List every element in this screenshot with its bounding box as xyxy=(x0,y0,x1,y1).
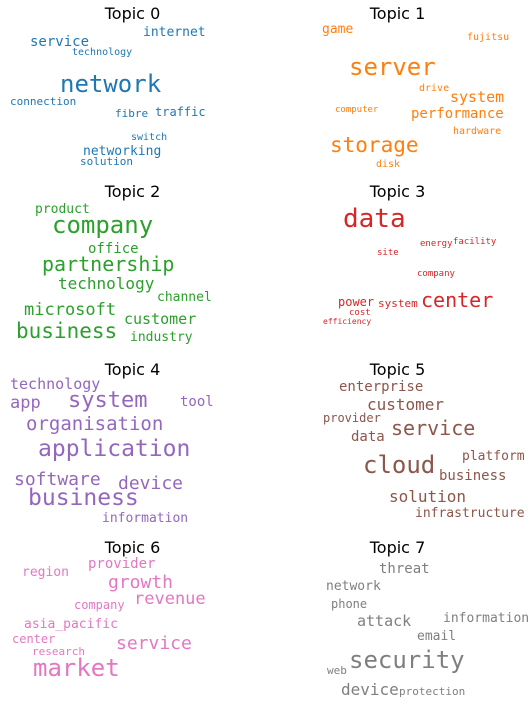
word-tool: tool xyxy=(180,394,214,410)
word-device: device xyxy=(118,473,184,494)
word-application: application xyxy=(38,436,191,462)
word-system: system xyxy=(450,88,505,106)
word-service: service xyxy=(391,416,476,440)
wordcloud-panel-5: Topic 5 cloud service customer solution enter… xyxy=(265,356,530,534)
word-customer: customer xyxy=(367,395,445,414)
wordcloud-panel-1: Topic 1 server storage system performance gam… xyxy=(265,0,530,178)
word-information: information xyxy=(102,511,189,526)
wordcloud-panel-7: Topic 7 security device attack threat informa… xyxy=(265,534,530,712)
word-app: app xyxy=(10,393,41,413)
word-industry: industry xyxy=(130,330,193,345)
word-infrastructure: infrastructure xyxy=(415,506,525,521)
wordcloud-title: Topic 3 xyxy=(369,182,426,201)
word-microsoft: microsoft xyxy=(24,300,117,320)
word-office: office xyxy=(88,241,139,257)
word-service: service xyxy=(116,633,192,654)
word-fibre: fibre xyxy=(115,107,149,120)
word-product: product xyxy=(35,202,90,217)
word-revenue: revenue xyxy=(134,589,206,609)
word-energy: energy xyxy=(420,239,453,249)
wordcloud-title: Topic 1 xyxy=(369,4,426,23)
wordcloud-title: Topic 0 xyxy=(104,4,161,23)
wordcloud-panel-4: Topic 4 business application system software… xyxy=(0,356,265,534)
word-growth: growth xyxy=(108,572,174,593)
word-email: email xyxy=(417,629,457,644)
word-switch: switch xyxy=(131,132,168,143)
word-facility: facility xyxy=(453,237,497,247)
word-channel: channel xyxy=(157,290,212,305)
word-company: company xyxy=(417,269,455,279)
word-cost: cost xyxy=(349,308,371,318)
word-region: region xyxy=(22,565,69,580)
word-organisation: organisation xyxy=(26,413,164,435)
word-enterprise: enterprise xyxy=(339,379,424,395)
word-data: data xyxy=(351,429,385,445)
word-networking: networking xyxy=(83,144,162,159)
word-customer: customer xyxy=(124,310,197,328)
word-business: business xyxy=(439,468,507,484)
word-technology: technology xyxy=(58,274,155,293)
word-system: system xyxy=(68,388,148,413)
word-cloud: cloud xyxy=(363,451,436,479)
word-web: web xyxy=(327,664,347,677)
word-software: software xyxy=(14,469,101,490)
word-fujitsu: fujitsu xyxy=(467,32,510,43)
wordcloud-title: Topic 7 xyxy=(369,538,426,557)
word-research: research xyxy=(32,645,85,658)
word-partnership: partnership xyxy=(42,252,175,276)
word-computer: computer xyxy=(335,105,379,115)
wordcloud-panel-2: Topic 2 company business partnership microso… xyxy=(0,178,265,356)
word-technology: technology xyxy=(10,375,101,393)
word-hardware: hardware xyxy=(453,126,502,137)
word-attack: attack xyxy=(357,612,412,630)
word-disk: disk xyxy=(376,159,401,170)
word-provider: provider xyxy=(88,556,156,572)
word-information: information xyxy=(443,611,530,626)
wordcloud-panel-6: Topic 6 market growth revenue service provide… xyxy=(0,534,265,712)
word-connection: connection xyxy=(10,95,77,108)
word-efficiency: efficiency xyxy=(323,317,372,326)
word-market: market xyxy=(33,654,120,682)
word-asia-pacific: asia_pacific xyxy=(24,617,118,632)
word-solution: solution xyxy=(80,155,133,168)
word-service: service xyxy=(30,34,90,50)
word-solution: solution xyxy=(389,487,467,506)
word-phone: phone xyxy=(331,597,368,611)
word-network: network xyxy=(60,70,162,98)
word-server: server xyxy=(349,53,436,81)
wordcloud-title: Topic 2 xyxy=(104,182,161,201)
wordcloud-title: Topic 4 xyxy=(104,360,161,379)
word-network: network xyxy=(326,579,381,594)
word-storage: storage xyxy=(330,133,419,157)
word-business: business xyxy=(16,319,118,343)
wordcloud-panel-0: Topic 0 network service internet technology c… xyxy=(0,0,265,178)
word-performance: performance xyxy=(411,106,504,122)
word-center: center xyxy=(421,288,494,312)
word-device: device xyxy=(341,680,399,699)
word-site: site xyxy=(377,248,399,258)
word-center: center xyxy=(12,632,56,646)
word-company: company xyxy=(74,598,125,612)
word-traffic: traffic xyxy=(155,105,206,119)
word-business: business xyxy=(28,485,139,511)
word-technology: technology xyxy=(72,47,133,58)
word-security: security xyxy=(349,646,465,674)
word-protection: protection xyxy=(399,685,466,698)
word-provider: provider xyxy=(323,411,381,425)
wordcloud-title: Topic 6 xyxy=(104,538,161,557)
word-drive: drive xyxy=(419,83,450,94)
word-system: system xyxy=(378,297,418,310)
word-internet: internet xyxy=(143,25,206,40)
word-platform: platform xyxy=(462,449,525,464)
word-company: company xyxy=(52,211,154,239)
word-threat: threat xyxy=(379,561,430,577)
wordcloud-title: Topic 5 xyxy=(369,360,426,379)
word-data: data xyxy=(343,204,406,234)
word-game: game xyxy=(322,22,354,37)
word-power: power xyxy=(338,295,375,309)
wordcloud-panel-3: Topic 3 data center energy facility site compa… xyxy=(265,178,530,356)
